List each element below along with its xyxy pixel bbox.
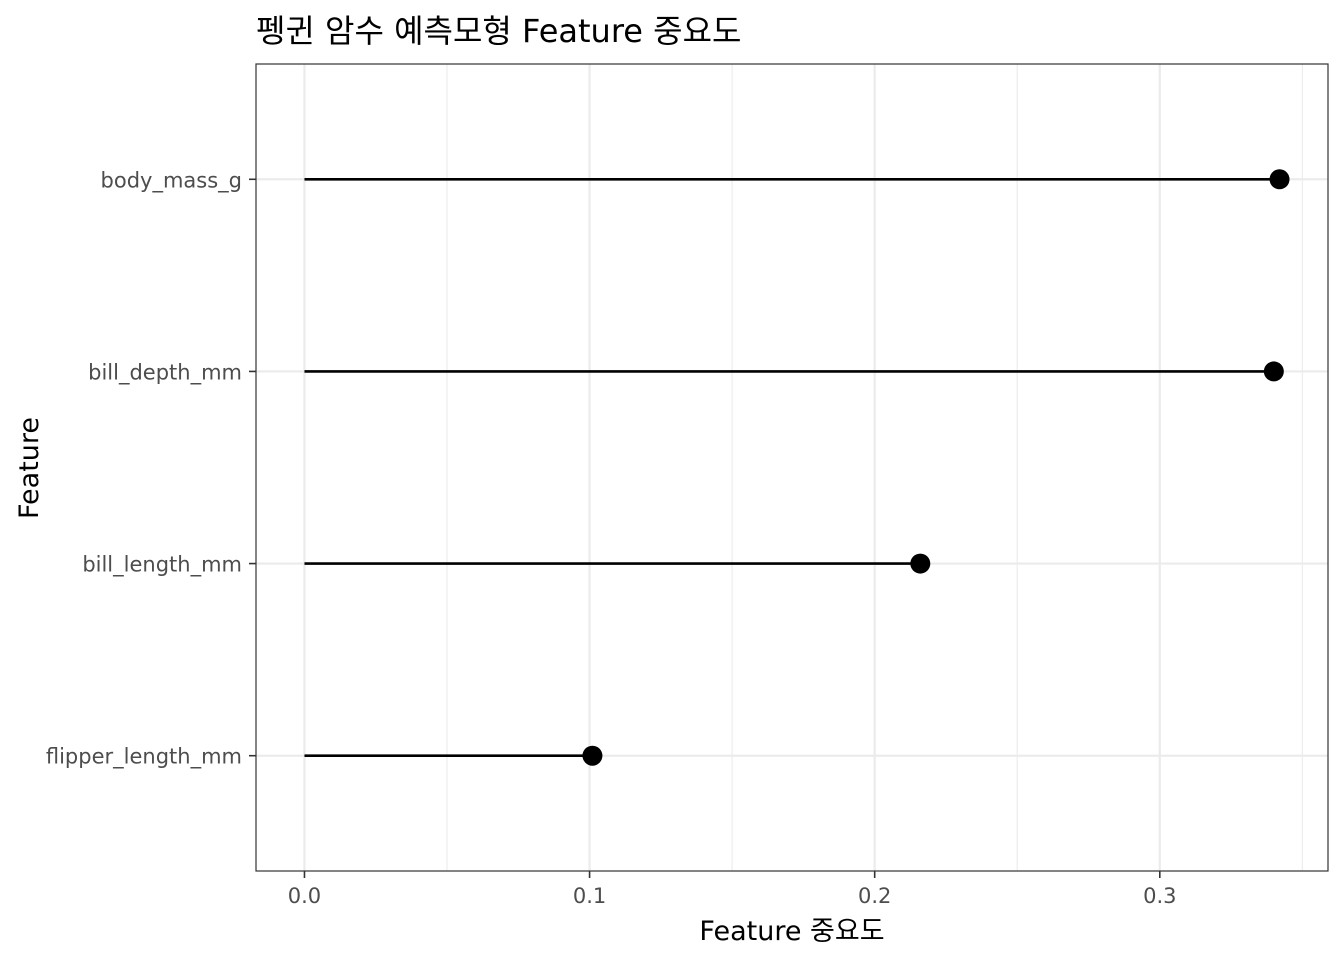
panel-border — [255, 63, 1329, 872]
chart-title: 펭귄 암수 예측모형 Feature 중요도 — [256, 12, 741, 50]
y-axis-title: Feature — [14, 417, 45, 519]
lollipop-point-bill_length_mm — [910, 553, 931, 574]
lollipop-point-flipper_length_mm — [582, 745, 603, 766]
x-tick-label: 0.0 — [288, 884, 321, 908]
y-tick-label-body_mass_g: body_mass_g — [101, 168, 242, 193]
grid — [256, 64, 1328, 871]
y-tick-label-flipper_length_mm: flipper_length_mm — [46, 745, 242, 770]
x-axis-title: Feature 중요도 — [699, 916, 884, 947]
x-tick-label: 0.2 — [858, 884, 891, 908]
lollipop-point-bill_depth_mm — [1263, 361, 1284, 382]
x-tick-label: 0.3 — [1143, 884, 1176, 908]
y-tick-label-bill_length_mm: bill_length_mm — [82, 553, 242, 578]
lollipop-point-body_mass_g — [1269, 169, 1290, 190]
plot-marks — [304, 169, 1290, 766]
x-tick-label: 0.1 — [573, 884, 606, 908]
y-tick-label-bill_depth_mm: bill_depth_mm — [88, 360, 242, 385]
axes: 0.0 0.1 0.2 0.3 body_mass_g bill_depth_mmbill… — [46, 168, 1177, 908]
